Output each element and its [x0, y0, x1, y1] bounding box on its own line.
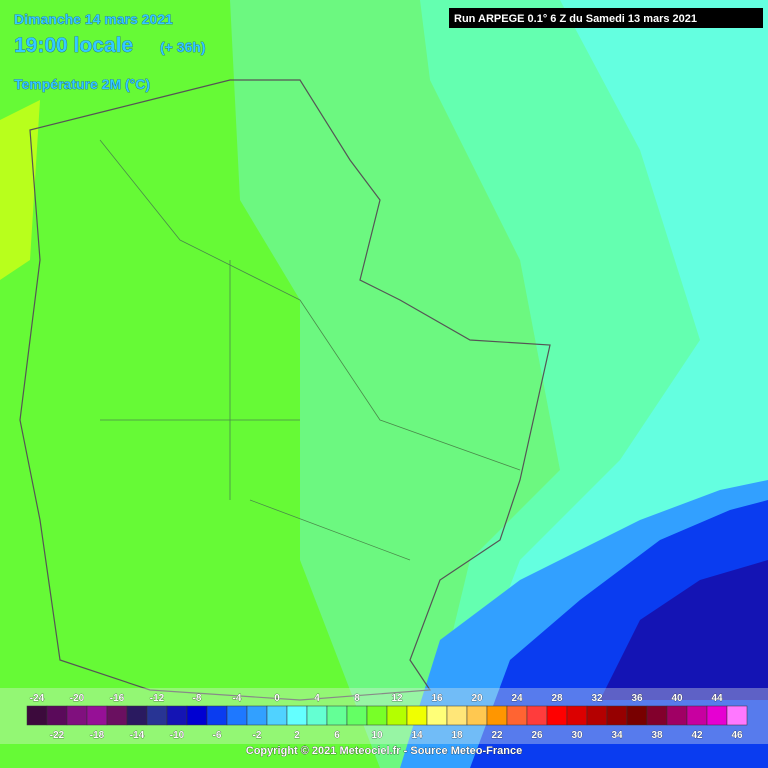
legend-swatch — [166, 705, 188, 726]
legend-swatch — [106, 705, 128, 726]
legend-label: 34 — [611, 730, 623, 741]
copyright: Copyright © 2021 Meteociel.fr - Source M… — [246, 745, 522, 757]
legend-swatch — [306, 705, 328, 726]
run-label: Run ARPEGE 0.1° 6 Z du Samedi 13 mars 20… — [454, 13, 697, 25]
legend-swatch — [26, 705, 48, 726]
legend-swatch — [486, 705, 508, 726]
legend-swatch — [286, 705, 308, 726]
legend-label: 12 — [391, 693, 403, 704]
legend-label: 4 — [314, 693, 320, 704]
legend-label: 2 — [294, 730, 300, 741]
legend-swatch — [646, 705, 668, 726]
legend-swatch — [186, 705, 208, 726]
legend-swatch — [406, 705, 428, 726]
legend-swatch — [86, 705, 108, 726]
legend-swatch — [206, 705, 228, 726]
legend-label: 10 — [371, 730, 383, 741]
legend-label: 22 — [491, 730, 503, 741]
legend-label: 18 — [451, 730, 463, 741]
legend-label: -2 — [253, 730, 262, 741]
legend-swatch — [606, 705, 628, 726]
legend-label: 36 — [631, 693, 643, 704]
legend-label: 0 — [274, 693, 280, 704]
legend-swatch — [66, 705, 88, 726]
legend-label: 28 — [551, 693, 563, 704]
legend-swatch — [266, 705, 288, 726]
legend-swatch — [126, 705, 148, 726]
legend-swatch — [46, 705, 68, 726]
legend-swatch — [706, 705, 728, 726]
legend-label: 8 — [354, 693, 360, 704]
legend-swatch — [626, 705, 648, 726]
legend-swatch — [326, 705, 348, 726]
legend-swatch — [386, 705, 408, 726]
legend-swatch — [546, 705, 568, 726]
lead: (+ 36h) — [160, 39, 206, 55]
legend: -24-22-20-18-16-14-12-10-8-6-4-202468101… — [0, 688, 768, 744]
legend-swatch — [226, 705, 248, 726]
legend-label: 20 — [471, 693, 483, 704]
legend-swatch — [446, 705, 468, 726]
legend-swatch — [466, 705, 488, 726]
legend-swatch — [726, 705, 748, 726]
legend-swatch — [666, 705, 688, 726]
legend-label: -4 — [233, 693, 242, 704]
warm-zone — [0, 100, 40, 280]
legend-label: -6 — [213, 730, 222, 741]
legend-swatch — [146, 705, 168, 726]
legend-label: -10 — [170, 730, 185, 741]
legend-swatch — [426, 705, 448, 726]
legend-swatch — [526, 705, 548, 726]
legend-label: 40 — [671, 693, 683, 704]
legend-label: -12 — [150, 693, 165, 704]
legend-label: 42 — [691, 730, 703, 741]
legend-label: -20 — [70, 693, 85, 704]
legend-label: -24 — [30, 693, 45, 704]
field-name: Température 2M (°C) — [14, 76, 150, 92]
legend-label: 16 — [431, 693, 443, 704]
legend-label: -22 — [50, 730, 65, 741]
legend-label: 26 — [531, 730, 543, 741]
legend-label: -16 — [110, 693, 125, 704]
date: Dimanche 14 mars 2021 — [14, 11, 173, 27]
legend-swatch — [346, 705, 368, 726]
legend-label: -18 — [90, 730, 105, 741]
legend-swatch — [686, 705, 708, 726]
legend-swatch — [566, 705, 588, 726]
region-borders — [99, 139, 521, 561]
legend-label: 38 — [651, 730, 663, 741]
legend-label: 30 — [571, 730, 583, 741]
legend-label: 6 — [334, 730, 340, 741]
legend-label: 24 — [511, 693, 523, 704]
legend-label: 32 — [591, 693, 603, 704]
legend-swatch — [586, 705, 608, 726]
legend-label: 14 — [411, 730, 423, 741]
country-border — [19, 79, 551, 701]
legend-label: 46 — [731, 730, 743, 741]
legend-label: 44 — [711, 693, 723, 704]
very-cold-zone — [470, 500, 768, 768]
legend-swatch — [506, 705, 528, 726]
legend-label: -8 — [193, 693, 202, 704]
legend-swatch — [366, 705, 388, 726]
legend-label: -14 — [130, 730, 145, 741]
legend-swatch — [246, 705, 268, 726]
run-box — [449, 8, 763, 28]
time: 19:00 locale — [14, 34, 133, 57]
very-cold-zone-2 — [600, 560, 768, 700]
